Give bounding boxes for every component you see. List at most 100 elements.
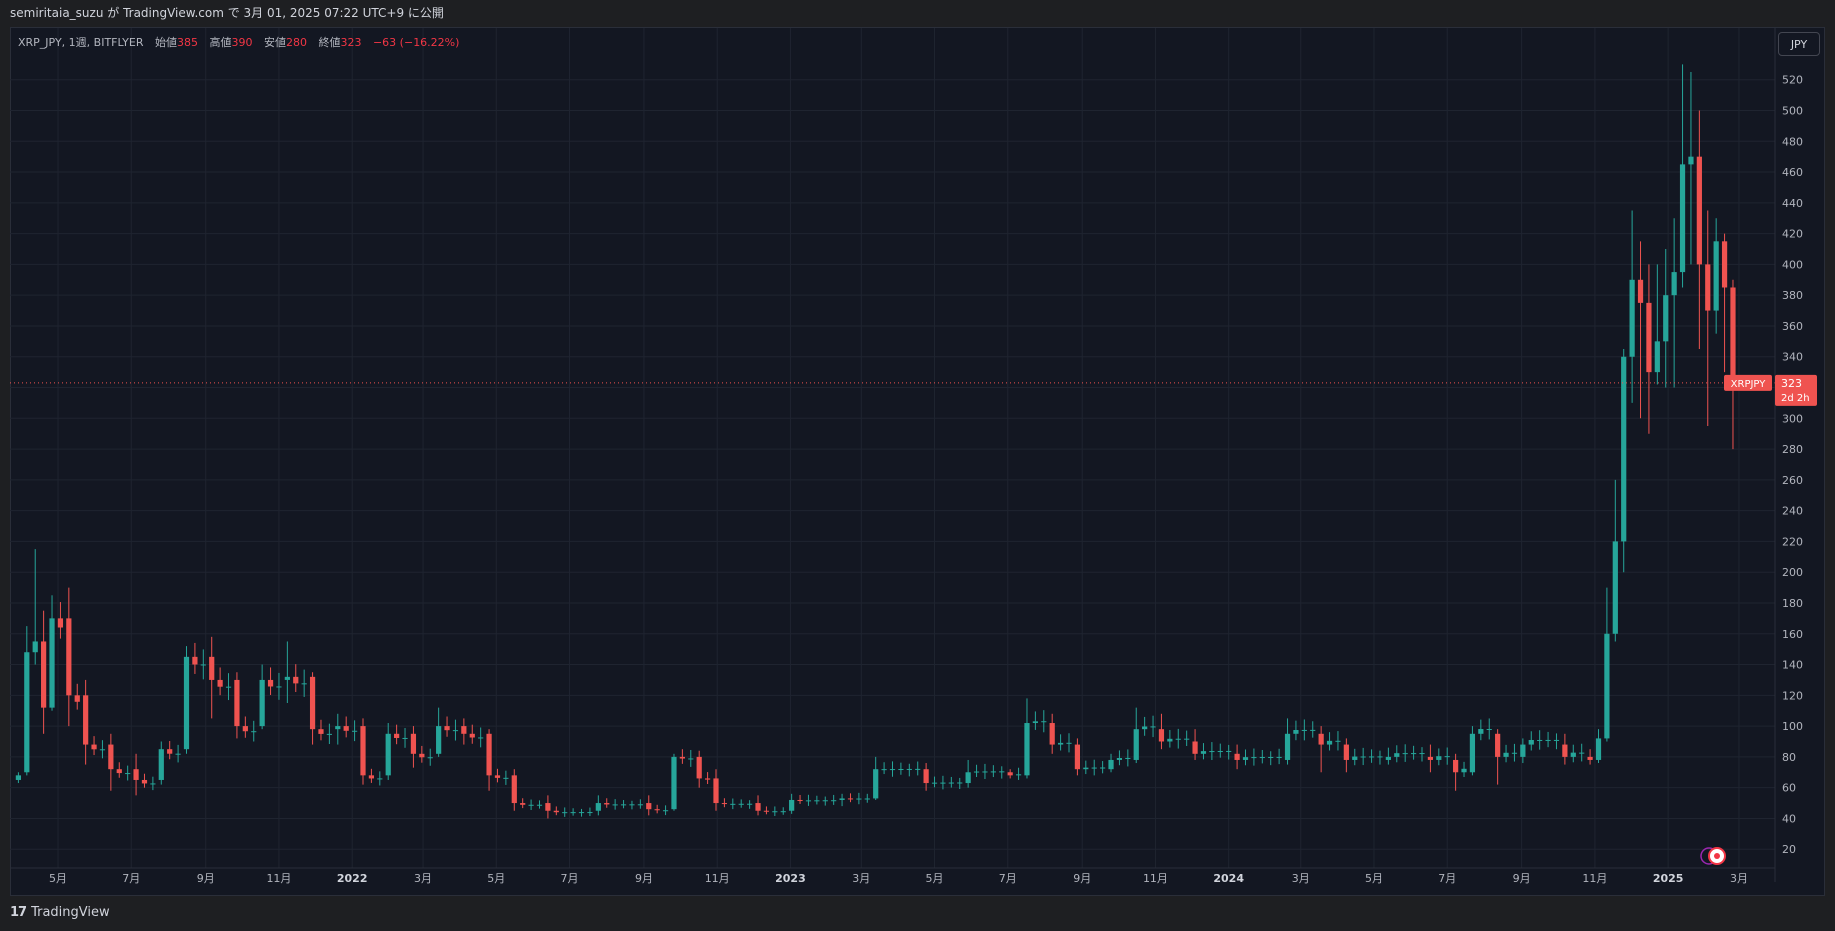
price-tick-label: 300 xyxy=(1782,412,1803,425)
candle xyxy=(864,793,870,803)
candle xyxy=(1436,748,1442,766)
candle-body xyxy=(293,676,299,684)
open-value: 385 xyxy=(176,36,198,49)
candle xyxy=(1713,218,1719,334)
candle-body xyxy=(503,777,509,779)
candle-body xyxy=(637,804,643,806)
candle xyxy=(948,776,954,788)
candle xyxy=(1444,747,1450,765)
candle xyxy=(763,806,770,815)
candle xyxy=(1562,733,1568,765)
event-marker-icons[interactable] xyxy=(1700,847,1726,865)
candle xyxy=(1537,730,1543,750)
candle-body xyxy=(1301,729,1307,731)
candle-body xyxy=(116,769,122,774)
candle xyxy=(814,795,820,805)
candle-body xyxy=(1377,756,1383,758)
candle-body xyxy=(1192,741,1198,754)
candle-body xyxy=(738,803,744,805)
candle-body xyxy=(1696,156,1702,265)
candle-body xyxy=(789,799,795,811)
candle-body xyxy=(192,656,198,665)
candle-body xyxy=(1469,733,1476,773)
candle-body xyxy=(847,798,854,800)
candle-body xyxy=(898,769,904,771)
price-tick-label: 120 xyxy=(1782,689,1803,702)
candle xyxy=(847,793,854,803)
candle xyxy=(965,759,971,788)
candle xyxy=(856,792,862,805)
candle xyxy=(1133,707,1139,764)
candle xyxy=(1150,715,1156,738)
price-tick-label: 260 xyxy=(1782,474,1803,487)
candle-body xyxy=(1091,767,1097,769)
candle xyxy=(713,769,719,811)
last-price-tag xyxy=(1775,374,1817,406)
candle-body xyxy=(158,749,164,780)
candle-body xyxy=(1259,757,1265,759)
candle-body xyxy=(360,726,366,776)
candle xyxy=(1184,730,1190,747)
candle-body xyxy=(1133,729,1139,760)
candle xyxy=(1326,732,1333,751)
candle xyxy=(83,679,89,765)
candle xyxy=(545,795,551,819)
candle xyxy=(1377,750,1383,765)
close-value: 323 xyxy=(340,36,362,49)
time-tick-label: 9月 xyxy=(197,872,215,885)
candle xyxy=(436,707,442,757)
price-tick-label: 20 xyxy=(1782,843,1796,856)
candle-body xyxy=(520,803,526,805)
candle xyxy=(1360,747,1366,766)
candle xyxy=(1385,747,1391,765)
candle-body xyxy=(326,733,332,735)
candle-body xyxy=(747,803,753,805)
candle-body xyxy=(478,737,484,739)
candle-body xyxy=(1209,751,1215,753)
candle xyxy=(578,808,585,817)
candle-body xyxy=(1360,756,1366,758)
price-axis: 20 40 60 80 100 120 140 160 180 200 220 240 260 280 30… xyxy=(1724,28,1817,882)
candle-body xyxy=(545,803,551,811)
candle-body xyxy=(99,749,106,751)
candle-body xyxy=(1167,738,1173,742)
candle-body xyxy=(234,679,240,727)
candle xyxy=(1200,743,1207,760)
candle-body xyxy=(351,730,358,732)
candle-body xyxy=(1310,729,1316,731)
candle xyxy=(595,795,601,816)
candle-body xyxy=(688,758,694,760)
candle xyxy=(402,728,408,748)
candle xyxy=(1604,587,1610,742)
candle xyxy=(1688,72,1694,265)
candle xyxy=(478,727,484,748)
time-tick-label: 5月 xyxy=(926,872,944,885)
candle xyxy=(1511,743,1518,762)
candle-body xyxy=(1612,541,1618,634)
currency-button[interactable]: JPY xyxy=(1778,32,1820,56)
candle xyxy=(1242,749,1249,766)
candle xyxy=(503,770,509,785)
tradingview-logo[interactable]: 17 TradingView xyxy=(10,905,110,920)
candle-body xyxy=(822,800,828,802)
candle xyxy=(957,777,963,789)
candle-body xyxy=(1352,756,1358,760)
candle xyxy=(570,808,576,816)
candle xyxy=(1671,218,1677,388)
candle-body xyxy=(805,800,812,802)
candle xyxy=(915,761,921,776)
candle xyxy=(1335,731,1341,751)
price-tick-label: 380 xyxy=(1782,289,1803,302)
candle-body xyxy=(730,803,736,805)
price-tick-label: 180 xyxy=(1782,597,1803,610)
candle-body xyxy=(1100,767,1106,769)
candle-body xyxy=(309,676,316,730)
candle xyxy=(1192,729,1198,760)
candle xyxy=(1251,748,1257,766)
candle-body xyxy=(906,768,912,770)
candle-body xyxy=(696,756,702,779)
candle-body xyxy=(141,779,148,784)
candle-body xyxy=(1503,752,1509,757)
candle-body xyxy=(999,771,1005,773)
